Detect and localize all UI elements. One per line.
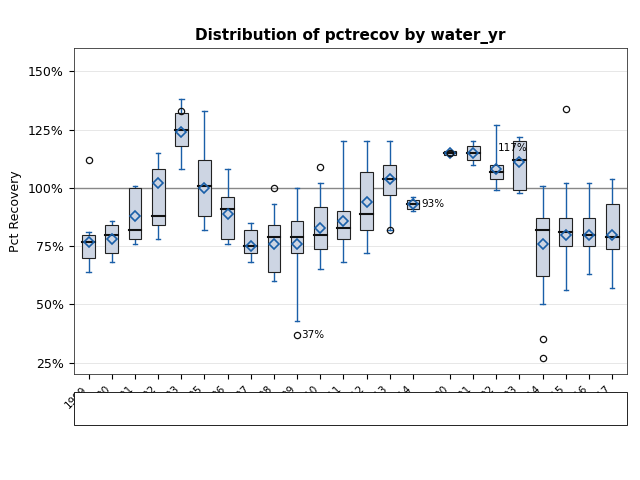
Text: 6: 6 [516, 404, 523, 414]
Bar [383, 165, 396, 195]
Text: 12: 12 [221, 404, 234, 414]
Y-axis label: Pct Recovery: Pct Recovery [10, 170, 22, 252]
Text: 7: 7 [248, 404, 254, 414]
Text: 4: 4 [470, 404, 476, 414]
Bar [606, 204, 618, 249]
Bar [337, 211, 350, 239]
Text: 14: 14 [383, 404, 396, 414]
Bar [106, 225, 118, 253]
Text: 117%: 117% [497, 143, 527, 153]
Bar [536, 218, 549, 276]
Bar [74, 392, 627, 425]
Text: 10: 10 [536, 404, 549, 414]
Bar [175, 113, 188, 146]
Text: 14: 14 [337, 404, 350, 414]
Text: 17: 17 [198, 404, 211, 414]
Bar [83, 235, 95, 258]
X-axis label: Water Year: Water Year [317, 416, 384, 429]
Bar [152, 169, 164, 225]
Text: 4: 4 [132, 404, 138, 414]
Text: 9: 9 [410, 404, 416, 414]
Text: 1: 1 [447, 404, 453, 414]
Bar [244, 230, 257, 253]
Bar [268, 225, 280, 272]
Text: 9: 9 [271, 404, 277, 414]
Text: 14: 14 [559, 404, 572, 414]
Text: 37%: 37% [301, 330, 324, 340]
Bar [360, 171, 373, 230]
Text: 93%: 93% [421, 199, 444, 209]
Bar [467, 146, 479, 160]
Text: 6: 6 [178, 404, 184, 414]
Bar [490, 165, 502, 179]
Bar [314, 206, 326, 249]
Text: 21: 21 [582, 404, 596, 414]
Bar [198, 160, 211, 216]
Text: 11: 11 [360, 404, 373, 414]
Bar [221, 197, 234, 239]
Text: 15: 15 [291, 404, 304, 414]
Text: 10: 10 [152, 404, 164, 414]
Bar [582, 218, 595, 246]
Text: 19: 19 [605, 404, 619, 414]
Text: 16: 16 [314, 404, 327, 414]
Title: Distribution of pctrecov by water_yr: Distribution of pctrecov by water_yr [195, 28, 506, 44]
Bar [444, 151, 456, 155]
Text: 5: 5 [85, 404, 92, 414]
Bar [406, 200, 419, 209]
Text: 3: 3 [109, 404, 115, 414]
Text: Nobs: Nobs [75, 404, 102, 414]
Bar [513, 141, 526, 190]
Bar [291, 220, 303, 253]
Text: 5: 5 [493, 404, 500, 414]
Bar [559, 218, 572, 246]
Bar [129, 188, 141, 239]
